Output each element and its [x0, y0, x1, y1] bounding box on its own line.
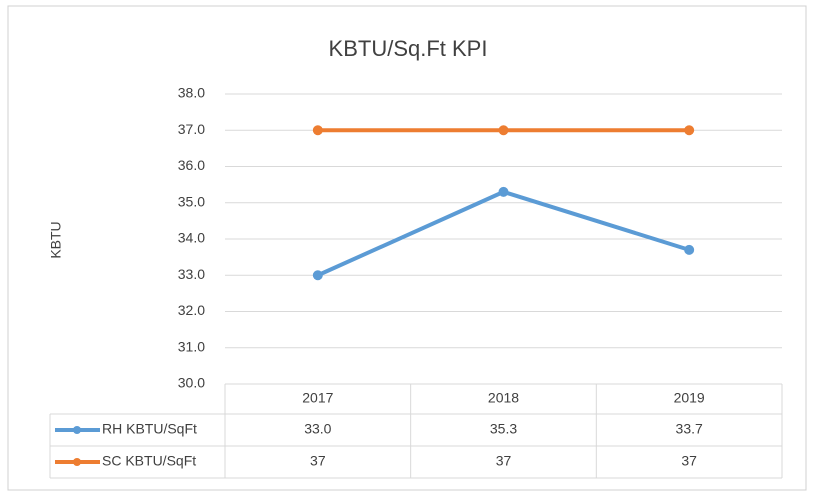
- y-tick-label: 32.0: [178, 302, 205, 318]
- x-tick-label: 2019: [674, 390, 705, 406]
- data-point: [684, 125, 695, 136]
- y-tick-label: 33.0: [178, 266, 205, 282]
- data-point: [312, 270, 323, 281]
- table-value: 33.0: [304, 421, 331, 437]
- chart-title: KBTU/Sq.Ft KPI: [329, 36, 488, 61]
- table-value: 37: [496, 453, 512, 469]
- x-tick-label: 2017: [302, 390, 333, 406]
- legend-label: RH KBTU/SqFt: [102, 421, 197, 437]
- y-tick-label: 35.0: [178, 193, 205, 209]
- y-tick-label: 36.0: [178, 157, 205, 173]
- y-tick-label: 34.0: [178, 230, 205, 246]
- data-point: [312, 125, 323, 136]
- table-value: 37: [681, 453, 697, 469]
- table-value: 37: [310, 453, 326, 469]
- y-tick-label: 38.0: [178, 85, 205, 101]
- x-tick-label: 2018: [488, 390, 519, 406]
- table-value: 35.3: [490, 421, 517, 437]
- table-value: 33.7: [676, 421, 703, 437]
- y-tick-label: 31.0: [178, 338, 205, 354]
- y-axis-label: KBTU: [48, 221, 64, 258]
- chart-frame: [7, 5, 807, 491]
- y-tick-label: 30.0: [178, 375, 205, 391]
- legend-marker: [73, 458, 81, 466]
- data-point: [498, 125, 509, 136]
- data-point: [684, 244, 695, 255]
- y-tick-label: 37.0: [178, 121, 205, 137]
- data-point: [498, 186, 509, 197]
- legend-label: SC KBTU/SqFt: [102, 453, 196, 469]
- legend-marker: [73, 426, 81, 434]
